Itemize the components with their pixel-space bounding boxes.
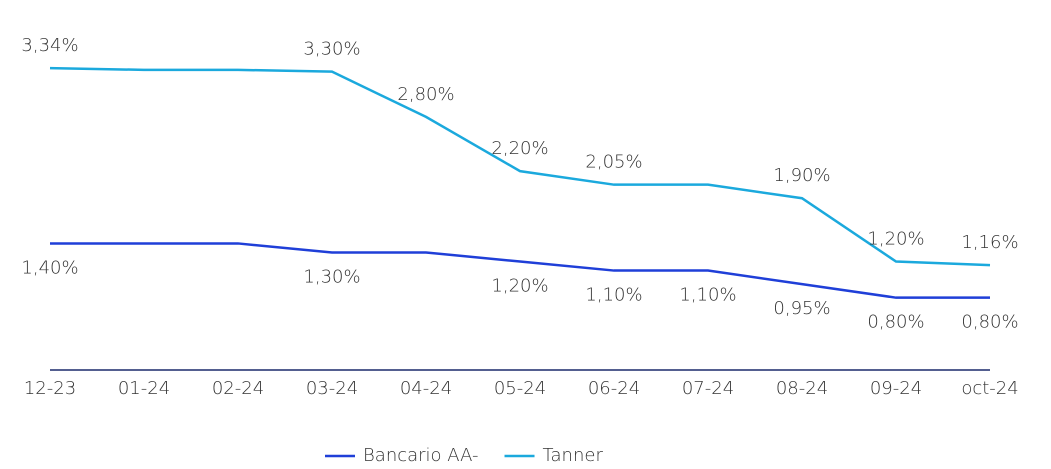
x-tick-label: 09-24 <box>870 378 922 399</box>
data-label: 1,10% <box>679 285 736 306</box>
data-label: 0,80% <box>961 312 1018 333</box>
data-label: 3,30% <box>303 39 360 60</box>
x-tick-label: 03-24 <box>306 378 358 399</box>
x-tick-label: 01-24 <box>118 378 170 399</box>
x-tick-label: oct-24 <box>961 378 1018 399</box>
x-tick-label: 12-23 <box>24 378 76 399</box>
data-label: 2,80% <box>397 84 454 105</box>
data-label: 0,95% <box>773 298 830 319</box>
data-label: 1,30% <box>303 266 360 287</box>
x-tick-label: 02-24 <box>212 378 264 399</box>
data-label: 1,20% <box>491 276 548 297</box>
x-tick-label: 04-24 <box>400 378 452 399</box>
data-label: 1,90% <box>773 165 830 186</box>
series-line <box>50 242 990 299</box>
data-label: 1,16% <box>961 232 1018 253</box>
x-tick-label: 06-24 <box>588 378 640 399</box>
legend-label: Bancario AA- <box>363 445 479 466</box>
data-label: 1,40% <box>21 257 78 278</box>
data-label: 2,20% <box>491 138 548 159</box>
data-label: 2,05% <box>585 152 642 173</box>
data-label: 3,34% <box>21 35 78 56</box>
data-label: 1,20% <box>867 229 924 250</box>
x-tick-label: 08-24 <box>776 378 828 399</box>
data-label: 0,80% <box>867 312 924 333</box>
x-tick-label: 07-24 <box>682 378 734 399</box>
x-tick-label: 05-24 <box>494 378 546 399</box>
legend-label: Tanner <box>543 445 604 466</box>
data-label: 1,10% <box>585 285 642 306</box>
series-line <box>49 66 991 267</box>
